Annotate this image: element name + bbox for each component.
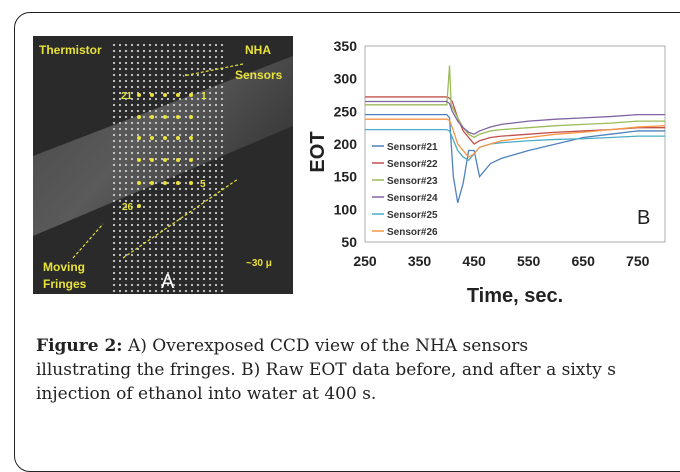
y-tick-label: 350 <box>334 38 358 54</box>
sensor-21-label: 21 <box>121 91 133 102</box>
x-tick-label: 350 <box>408 253 432 269</box>
sensor-dot <box>150 115 154 119</box>
figure-caption: Figure 2: A) Overexposed CCD view of the… <box>36 334 680 406</box>
sensor-dot <box>189 115 193 119</box>
plot-area <box>364 45 666 243</box>
moving-label: Moving <box>43 260 85 274</box>
x-tick-label: 550 <box>517 253 541 269</box>
sensor-dot <box>163 181 167 185</box>
series-line <box>365 65 665 139</box>
series-line <box>365 100 665 135</box>
sensor-dot <box>163 158 167 162</box>
y-tick-label: 250 <box>334 103 358 119</box>
sensor-dot <box>189 181 193 185</box>
y-tick-label: 200 <box>334 136 358 152</box>
x-tick-label: 750 <box>626 253 650 269</box>
caption-line-2: illustrating the fringes. B) Raw EOT dat… <box>36 360 616 380</box>
fringes-label: Fringes <box>43 277 87 291</box>
sensor-dot <box>150 93 154 97</box>
sensor-dot <box>137 181 141 185</box>
series-line <box>365 118 666 158</box>
sensor-dot <box>176 136 180 140</box>
sensor-dot <box>189 158 193 162</box>
sensor-dot <box>176 115 180 119</box>
sensor-dot <box>137 158 141 162</box>
legend-label: Sensor#24 <box>387 193 438 204</box>
y-tick-label: 100 <box>334 201 358 217</box>
panel-b-letter: B <box>637 207 650 229</box>
series-line <box>365 113 665 203</box>
y-tick-label: 50 <box>341 234 357 250</box>
y-tick-label: 300 <box>334 71 358 87</box>
sensor-dot <box>176 181 180 185</box>
panel-a-letter: A <box>161 271 175 293</box>
sensor-dot <box>163 136 167 140</box>
sensor-dot <box>137 204 141 208</box>
legend-label: Sensor#26 <box>387 227 438 238</box>
ccd-image-panel: Thermistor NHA Sensors 21 1 5 26 Moving … <box>33 36 293 294</box>
y-tick-label: 150 <box>334 169 358 185</box>
legend-label: Sensor#25 <box>387 210 438 221</box>
sensors-label: Sensors <box>235 68 283 82</box>
sensor-26-label: 26 <box>122 202 134 213</box>
highlighted-sensors <box>137 93 193 208</box>
caption-line-1: Figure 2: A) Overexposed CCD view of the… <box>36 334 680 358</box>
legend-label: Sensor#23 <box>387 176 438 187</box>
sensor-dot <box>176 93 180 97</box>
sensor-dot <box>150 158 154 162</box>
sensor-dot <box>189 93 193 97</box>
x-tick-label: 650 <box>572 253 596 269</box>
sensor-dot <box>137 93 141 97</box>
sensor-dot <box>137 136 141 140</box>
legend-label: Sensor#22 <box>387 159 438 170</box>
sensor-dot <box>163 93 167 97</box>
y-axis-label: EOT <box>307 131 329 172</box>
sensor-dot <box>163 115 167 119</box>
sensor-1-label: 1 <box>201 91 207 102</box>
x-axis-label: Time, sec. <box>467 285 563 307</box>
sensor-dot <box>150 136 154 140</box>
sensor-array <box>113 44 223 294</box>
sensor-5-label: 5 <box>200 179 206 190</box>
x-tick-label: 250 <box>353 253 377 269</box>
legend-label: Sensor#21 <box>387 142 438 153</box>
nha-label: NHA <box>245 43 271 57</box>
caption-label: Figure 2: <box>36 336 123 356</box>
sensor-dot <box>137 115 141 119</box>
thermistor-label: Thermistor <box>39 43 102 57</box>
caption-text-1: A) Overexposed CCD view of the NHA senso… <box>122 336 529 356</box>
sensor-dot <box>189 136 193 140</box>
x-tick-label: 450 <box>462 253 486 269</box>
sensor-dot <box>150 181 154 185</box>
scale-label: ~30 μ <box>246 258 272 269</box>
caption-line-3: injection of ethanol into water at 400 s… <box>36 384 377 404</box>
annotation-arrows <box>72 63 244 259</box>
sensor-dot <box>176 158 180 162</box>
